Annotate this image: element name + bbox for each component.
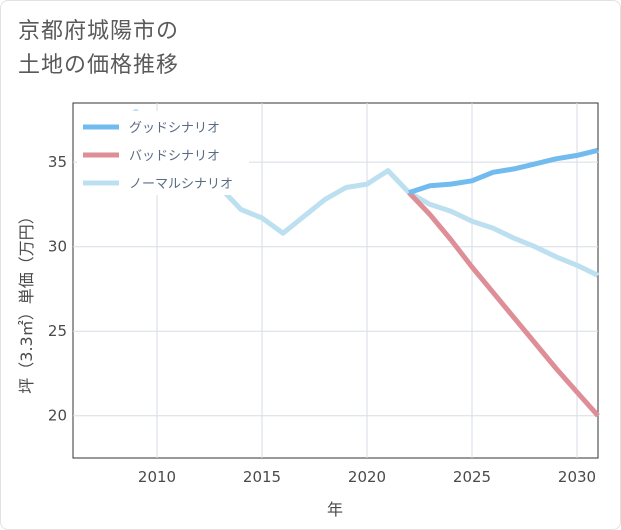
legend-label-normal: ノーマルシナリオ (129, 177, 233, 192)
chart-title-line-1: 京都府城陽市の (18, 19, 180, 44)
legend-label-good: グッドシナリオ (129, 121, 220, 136)
x-tick-label: 2010 (138, 468, 176, 486)
y-tick-label: 20 (48, 407, 67, 425)
series-line-good (408, 147, 599, 195)
x-tick-label: 2025 (453, 468, 491, 486)
y-axis-label: 坪（3.3㎡）単価（万円） (17, 208, 36, 393)
y-tick-labels: 20 25 30 35 (48, 153, 67, 425)
grid-lines (73, 103, 598, 458)
y-tick-label: 30 (48, 238, 67, 256)
chart-title-line-2: 土地の価格推移 (18, 53, 180, 78)
y-tick-label: 25 (48, 322, 67, 340)
x-tick-label: 2015 (243, 468, 281, 486)
x-tick-label: 2020 (348, 468, 386, 486)
series-line-bad (407, 190, 600, 418)
chart-title: 京都府城陽市の 土地の価格推移 (18, 15, 179, 83)
y-tick-label: 35 (48, 153, 67, 171)
x-axis-label: 年 (327, 500, 343, 519)
legend-label-bad: バッドシナリオ (129, 149, 220, 164)
x-tick-label: 2030 (558, 468, 596, 486)
x-tick-labels: 2010 2015 2020 2025 2030 (138, 468, 596, 486)
